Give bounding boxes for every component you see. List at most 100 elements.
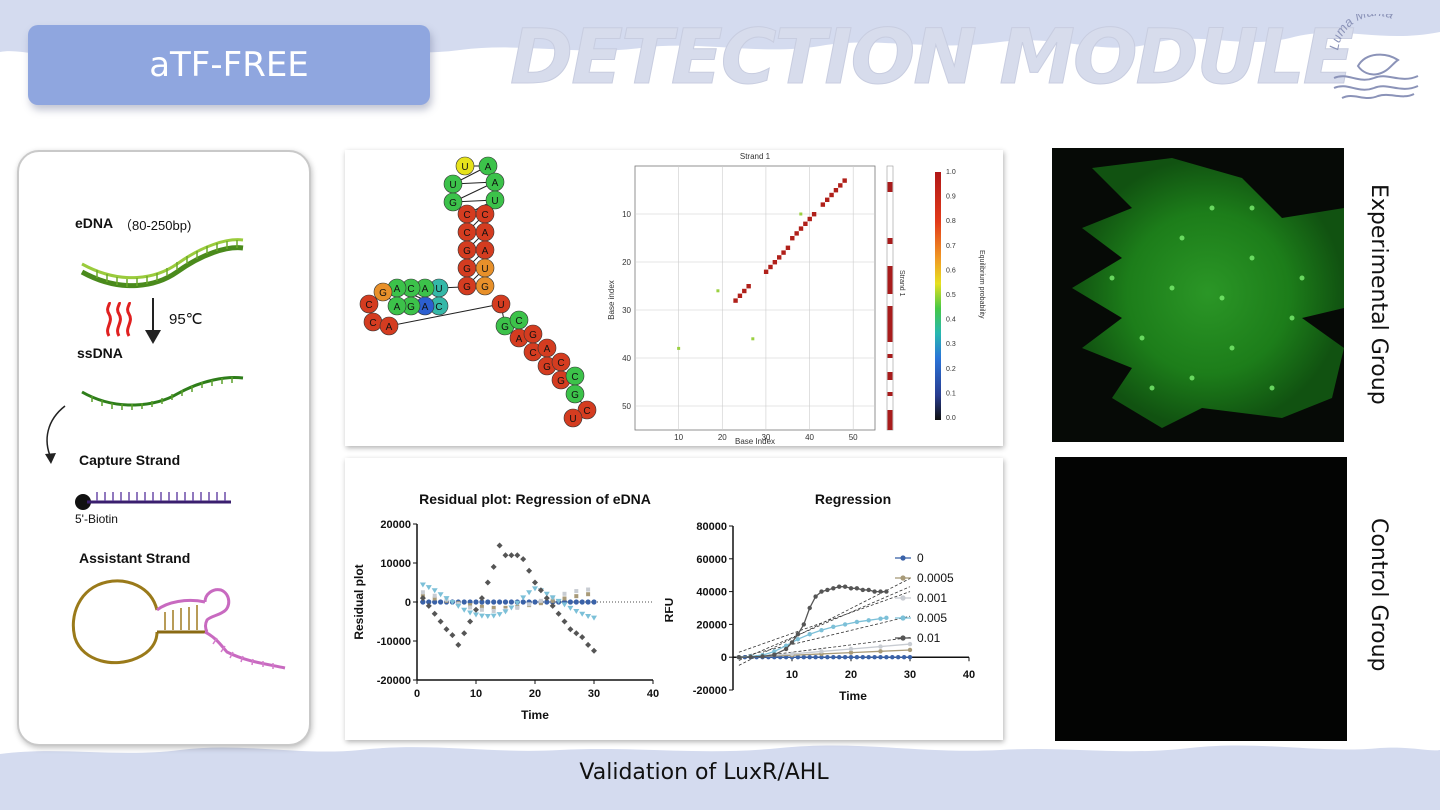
regression-point — [878, 589, 883, 594]
nucleotide-letter: A — [482, 246, 489, 257]
nucleotide: A — [478, 156, 498, 176]
regression-point — [837, 655, 842, 660]
nucleotide-letter: C — [557, 358, 564, 369]
residual-point — [586, 592, 591, 597]
residual-point — [484, 614, 491, 620]
nucleotide: U — [475, 258, 495, 278]
regression-point — [819, 627, 824, 633]
regression-point — [819, 655, 824, 660]
pair-dot — [838, 183, 843, 188]
residual-point — [532, 599, 538, 605]
nucleotide-circle — [563, 408, 583, 428]
regression-point — [878, 649, 883, 654]
fluorescent-spot — [1289, 315, 1295, 321]
residual-point — [520, 556, 527, 563]
nucleotide: U — [491, 294, 511, 314]
regression-point — [801, 655, 806, 660]
strip-segment — [887, 286, 893, 294]
nucleotide: C — [359, 294, 379, 314]
nucleotide-letter: A — [485, 162, 492, 173]
regression-point — [896, 655, 901, 660]
regression-y-tick-label: 0 — [721, 652, 727, 664]
nucleotide-letter: U — [435, 284, 442, 295]
legend-swatch-marker — [900, 615, 906, 621]
residual-point — [443, 626, 450, 633]
residual-point — [485, 599, 491, 605]
fluorescent-spot — [1229, 345, 1235, 351]
pair-probability-dot-plot: Strand 1 10 20 30 40 50 10 20 30 40 50 Base Inde… — [607, 152, 985, 446]
residual-point — [496, 612, 503, 618]
regression-title: Regression — [815, 491, 891, 507]
capture-strand — [75, 492, 231, 510]
residual-point — [467, 618, 474, 625]
nucleotide-letter: C — [515, 316, 522, 327]
nucleotide: G — [565, 384, 585, 404]
nucleotide-letter: G — [543, 362, 551, 373]
residual-point — [561, 618, 568, 625]
residual-point — [473, 606, 479, 613]
svg-text:Luma Manta: Luma Manta — [1328, 14, 1396, 51]
legend-swatch-marker — [900, 555, 906, 561]
residual-x-tick-label: 30 — [588, 688, 600, 700]
fluorescent-spot — [1189, 375, 1195, 381]
residual-point — [591, 599, 597, 605]
residual-point — [502, 599, 509, 605]
regression-fit-line — [738, 586, 911, 661]
nucleotide-letter: C — [583, 406, 590, 417]
residual-point — [508, 552, 515, 559]
nucleotide-circle — [577, 400, 597, 420]
regression-point — [848, 586, 854, 591]
nucleotide-letter: G — [557, 376, 565, 387]
colorbar-tick: 0.4 — [946, 317, 956, 324]
strip-segment — [887, 238, 893, 244]
residual-point — [437, 618, 444, 625]
regression-point — [884, 655, 889, 660]
residual-point — [455, 641, 462, 648]
strip-segment — [887, 354, 893, 358]
curved-arrow-icon — [45, 405, 66, 464]
nucleotide: C — [363, 312, 383, 332]
regression-point — [825, 655, 830, 660]
residual-point — [449, 632, 456, 639]
residual-point — [461, 599, 467, 605]
regression-point — [866, 655, 871, 660]
regression-point — [884, 615, 889, 621]
residual-point — [562, 591, 567, 596]
residual-point — [549, 602, 556, 609]
nucleotide-letter: G — [449, 198, 457, 209]
regression-point — [783, 646, 789, 652]
regression-point — [872, 589, 877, 594]
nucleotide: A — [485, 172, 505, 192]
regression-point — [848, 655, 854, 660]
regression-x-tick-label: 30 — [904, 669, 916, 681]
residual-point — [437, 592, 444, 598]
pair-dot — [777, 255, 782, 260]
dotplot-y-tick: 30 — [622, 306, 631, 315]
regression-point — [813, 594, 818, 599]
nucleotide: A — [379, 316, 399, 336]
pair-dot — [820, 202, 826, 207]
residual-point — [426, 599, 432, 605]
nucleotide-letter: C — [369, 318, 376, 329]
residual-point — [515, 605, 520, 610]
dotplot-title: Strand 1 — [740, 152, 771, 161]
nucleotide-circle — [359, 294, 379, 314]
legend-item: 0.005 — [895, 611, 947, 625]
nucleotide-letter: U — [569, 414, 576, 425]
nucleotide-circle — [443, 192, 463, 212]
heat-icon — [106, 302, 132, 337]
residual-point — [419, 595, 426, 602]
regression-point — [890, 655, 895, 660]
residual-point — [432, 599, 438, 605]
page-title: DETECTION MODULE — [510, 12, 1356, 102]
dotplot-y-tick: 20 — [622, 258, 631, 267]
residual-x-label: Time — [521, 708, 549, 722]
pair-dot — [794, 231, 799, 236]
regression-x-tick-label: 10 — [786, 669, 798, 681]
regression-point — [872, 655, 877, 660]
residual-point — [425, 602, 432, 609]
nucleotide: U — [563, 408, 583, 428]
regression-point — [854, 586, 860, 591]
residual-point — [502, 609, 509, 615]
